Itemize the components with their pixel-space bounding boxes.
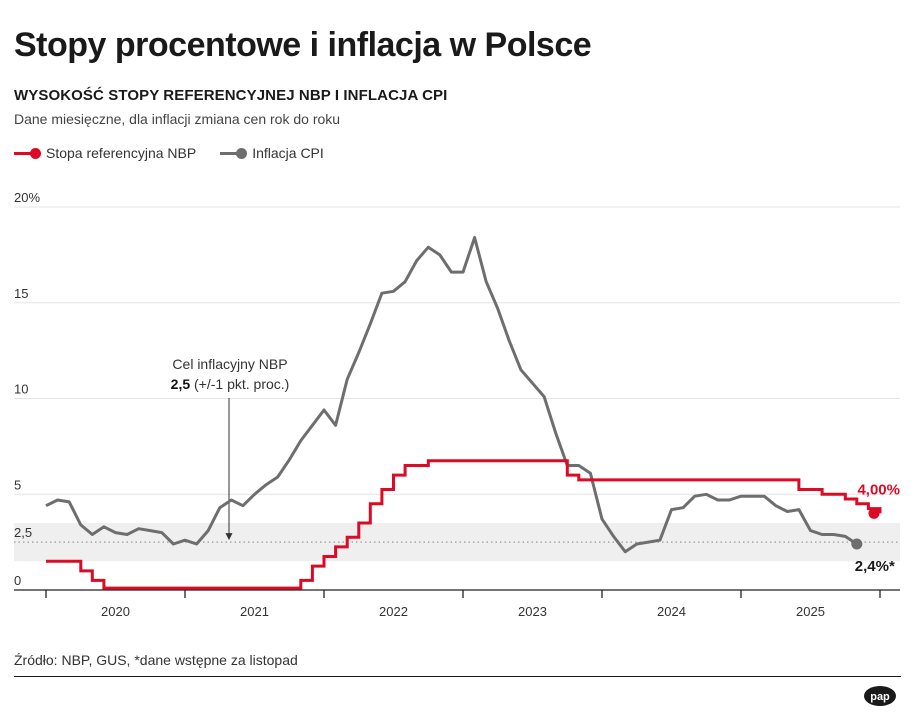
- legend-swatch-cpi: [220, 147, 248, 159]
- end-label-rate: 4,00%: [857, 481, 900, 498]
- x-tick-label: 2021: [240, 604, 269, 619]
- series-line-cpi: [45, 236, 858, 554]
- legend-label-cpi: Inflacja CPI: [252, 145, 324, 161]
- x-tick-label: 2025: [796, 604, 825, 619]
- legend-item-rate: Stopa referencyjna NBP: [14, 145, 196, 161]
- annotation-value-range: (+/-1 pkt. proc.): [190, 376, 289, 392]
- y-tick-label: 15: [14, 286, 28, 301]
- footer-divider: [14, 676, 901, 677]
- x-tick-label: 2024: [657, 604, 686, 619]
- x-tick-label: 2020: [101, 604, 130, 619]
- chart-subtitle: WYSOKOŚĆ STOPY REFERENCYJNEJ NBP I INFLA…: [14, 87, 448, 104]
- end-label-cpi: 2,4%*: [855, 558, 895, 575]
- annotation-title: Cel inflacyjny NBP: [172, 356, 287, 372]
- annotation-arrowhead: [225, 533, 233, 541]
- legend-swatch-rate: [14, 147, 41, 159]
- annotation-value-number: 2,5: [171, 376, 191, 392]
- chart-title: Stopy procentowe i inflacja w Polsce: [14, 26, 592, 64]
- end-marker-cpi: [851, 538, 863, 550]
- end-marker-rate: [868, 507, 880, 519]
- y-tick-label: 2,5: [14, 525, 32, 540]
- annotation-value: 2,5 (+/-1 pkt. proc.): [171, 376, 290, 392]
- legend-item-cpi: Inflacja CPI: [220, 145, 324, 161]
- chart-plot: 0 2,5 5 10 15 20% 2020 2021 2022 2023 2024 2025 Cel …: [14, 190, 900, 619]
- source-note: Źródło: NBP, GUS, *dane wstępne za listo…: [14, 652, 298, 668]
- legend: Stopa referencyjna NBP Inflacja CPI: [14, 145, 348, 161]
- y-tick-label: 20%: [14, 190, 40, 205]
- y-tick-label: 0: [14, 573, 21, 588]
- pap-logo-text: pap: [870, 691, 890, 703]
- y-tick-label: 10: [14, 382, 28, 397]
- pap-logo: pap: [864, 686, 896, 706]
- x-tick-label: 2023: [518, 604, 547, 619]
- x-tick-label: 2022: [379, 604, 408, 619]
- chart-note: Dane miesięczne, dla inflacji zmiana cen…: [14, 111, 341, 127]
- series-line-rate: [46, 459, 882, 590]
- legend-label-rate: Stopa referencyjna NBP: [46, 145, 197, 161]
- y-tick-label: 5: [14, 477, 21, 492]
